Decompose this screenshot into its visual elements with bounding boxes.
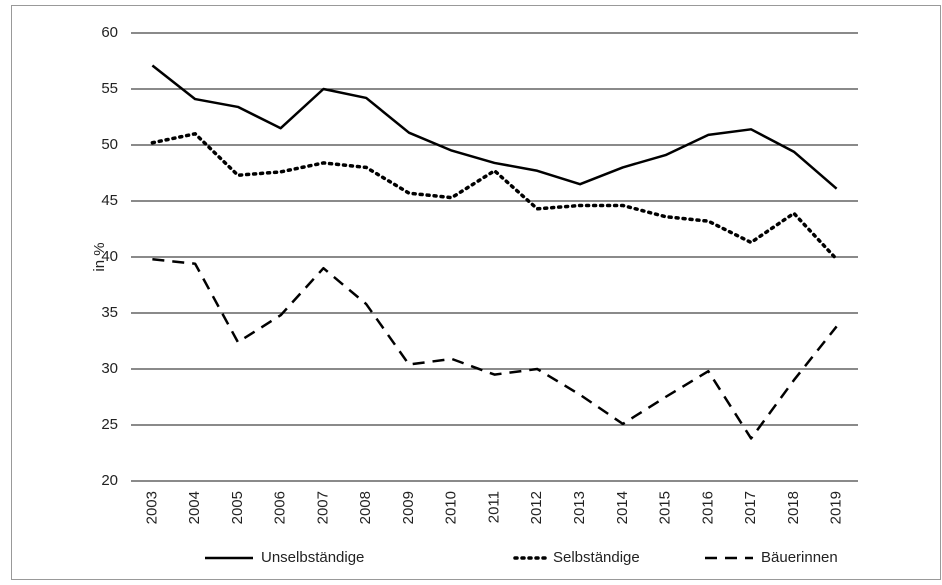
series-line (150, 132, 839, 261)
x-tick-label: 2014 (614, 491, 631, 524)
y-tick-label: 60 (101, 24, 118, 41)
x-tick-label: 2003 (143, 491, 160, 524)
legend-label: Unselbständige (261, 549, 364, 566)
y-tick-label: 55 (101, 80, 118, 97)
x-tick-label: 2010 (443, 491, 460, 524)
x-tick-label: 2018 (785, 491, 802, 524)
y-tick-label: 30 (101, 360, 118, 377)
y-tick-label: 20 (101, 472, 118, 489)
x-tick-label: 2004 (186, 491, 203, 524)
x-tick-label: 2015 (657, 491, 674, 524)
x-tick-label: 2019 (828, 491, 845, 524)
x-tick-label: 2016 (699, 491, 716, 524)
x-tick-label: 2017 (742, 491, 759, 524)
y-tick-label: 50 (101, 136, 118, 153)
y-tick-label: 25 (101, 416, 118, 433)
y-axis-label: in % (91, 242, 108, 271)
series-line (152, 257, 838, 440)
x-tick-label: 2009 (400, 491, 417, 524)
x-tick-label: 2006 (272, 491, 289, 524)
series-line (151, 64, 838, 190)
y-tick-label: 35 (101, 304, 118, 321)
x-tick-label: 2005 (229, 491, 246, 524)
x-tick-label: 2012 (528, 491, 545, 524)
x-tick-label: 2008 (357, 491, 374, 524)
legend-label: Selbständige (553, 549, 640, 566)
y-tick-label: 40 (101, 248, 118, 265)
x-tick-label: 2011 (485, 491, 502, 523)
y-tick-label: 45 (101, 192, 118, 209)
legend-label: Bäuerinnen (761, 549, 838, 566)
x-tick-label: 2007 (314, 491, 331, 524)
x-tick-label: 2013 (571, 491, 588, 524)
